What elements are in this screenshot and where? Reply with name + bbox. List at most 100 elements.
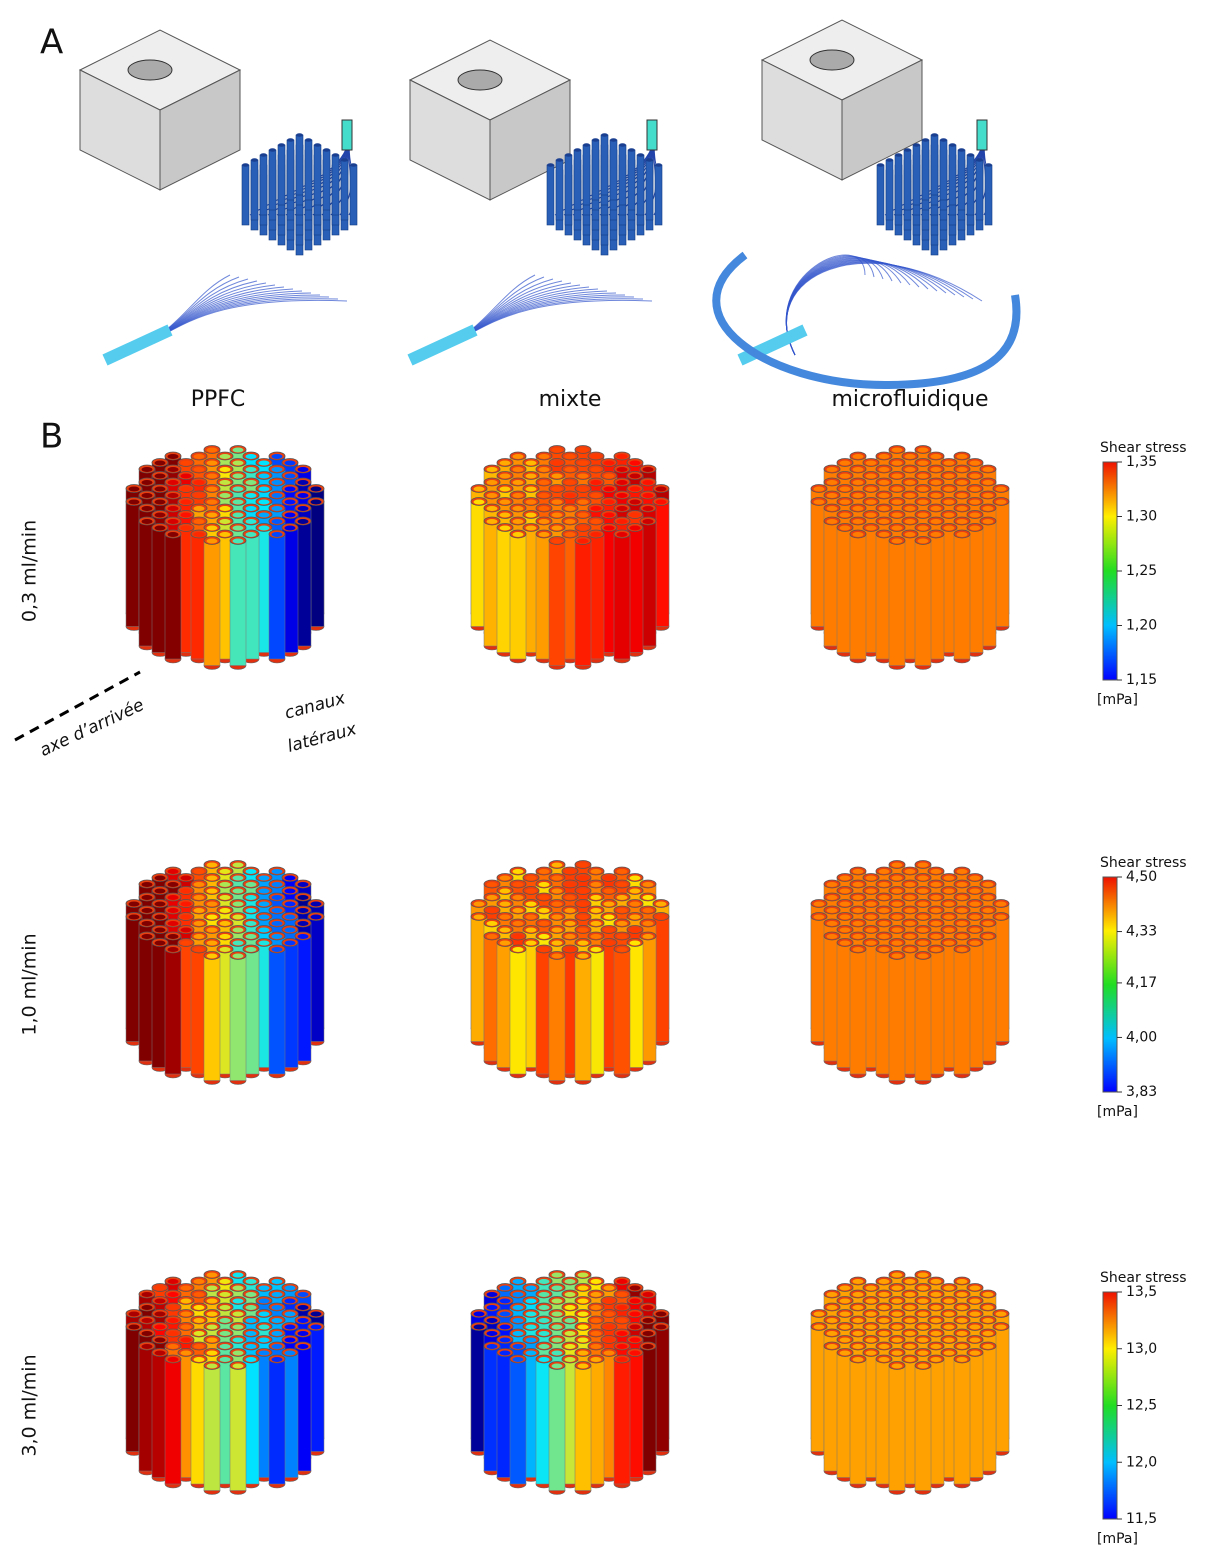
pillar-top-inner bbox=[219, 1292, 231, 1297]
pillar-top-inner bbox=[616, 480, 628, 485]
pillar-top bbox=[985, 163, 992, 167]
pillar-top-inner bbox=[603, 460, 615, 466]
pillar-top bbox=[619, 143, 626, 147]
pillar-top-inner bbox=[271, 493, 283, 498]
pillar-top-inner bbox=[590, 480, 602, 485]
pillar-top-inner bbox=[865, 525, 877, 531]
pillar-top-inner bbox=[167, 1331, 179, 1336]
column-label: microfluidique bbox=[831, 387, 988, 412]
pillar-top-inner bbox=[590, 895, 602, 900]
pillar-top-inner bbox=[878, 869, 890, 874]
pillar-top-inner bbox=[917, 499, 929, 505]
pillar-top-inner bbox=[154, 1324, 166, 1330]
pillar-top-inner bbox=[826, 895, 838, 900]
pillar-top-inner bbox=[813, 486, 825, 492]
pillar-top-inner bbox=[590, 506, 602, 511]
pillar-top-inner bbox=[473, 1311, 485, 1317]
pillar-top-inner bbox=[499, 1324, 511, 1330]
pillar-top-inner bbox=[930, 1279, 942, 1284]
pillar-top-inner bbox=[969, 1311, 981, 1317]
pillar-top-inner bbox=[629, 1285, 641, 1291]
pillar-top-inner bbox=[499, 460, 511, 466]
pillar-top bbox=[556, 158, 563, 162]
pillar bbox=[876, 164, 885, 226]
pillar-top-inner bbox=[577, 1350, 589, 1356]
pillar-top-inner bbox=[499, 1350, 511, 1356]
pillar-top-inner bbox=[865, 914, 877, 920]
pillar-top bbox=[646, 158, 653, 162]
pillar-top-inner bbox=[154, 499, 166, 505]
colorbar-tick-label: 4,17 bbox=[1126, 975, 1157, 991]
outlet bbox=[341, 119, 353, 151]
pillar-top-inner bbox=[525, 914, 537, 920]
pillar-top-inner bbox=[219, 921, 231, 926]
pillar-top-inner bbox=[154, 1298, 166, 1304]
pillar-top-inner bbox=[577, 875, 589, 881]
colorbar-tick-label: 12,5 bbox=[1126, 1398, 1157, 1414]
pillar-top-inner bbox=[258, 525, 270, 531]
pillar-top-inner bbox=[577, 512, 589, 518]
pillar bbox=[268, 149, 277, 211]
outlet bbox=[646, 119, 658, 151]
pillar-top-inner bbox=[232, 1363, 244, 1369]
pillar-top bbox=[574, 148, 581, 152]
pillar-top bbox=[940, 138, 947, 142]
pillar-top-inner bbox=[525, 1324, 537, 1330]
pillar-top-inner bbox=[499, 888, 511, 894]
pillar-top-inner bbox=[564, 1305, 576, 1310]
pillar-top-inner bbox=[512, 467, 524, 472]
pillar-top-inner bbox=[551, 486, 563, 492]
pillar-top-inner bbox=[577, 901, 589, 907]
pillar-top bbox=[976, 158, 983, 162]
pillar-top-inner bbox=[258, 486, 270, 492]
pillar-array bbox=[125, 1270, 325, 1495]
pillar-top-inner bbox=[284, 901, 296, 907]
loop-channel bbox=[712, 251, 1021, 390]
pillar-top-inner bbox=[904, 1279, 916, 1284]
pillar-top-inner bbox=[969, 927, 981, 933]
pillar-top-inner bbox=[917, 486, 929, 492]
pillar-top-inner bbox=[310, 914, 322, 920]
pillar-top-inner bbox=[917, 953, 929, 959]
pillar-top-inner bbox=[258, 927, 270, 933]
pillar-top bbox=[341, 158, 348, 162]
pillar-top-inner bbox=[943, 901, 955, 907]
pillar-top-inner bbox=[297, 467, 309, 472]
pillar-top-inner bbox=[813, 499, 825, 505]
colorbar-unit: [mPa] bbox=[1097, 1104, 1138, 1120]
pillar-top-inner bbox=[538, 519, 550, 524]
pillar-top-inner bbox=[917, 940, 929, 946]
pillar-top-inner bbox=[616, 532, 628, 537]
pillar-top-inner bbox=[878, 1331, 890, 1336]
pillar-top-inner bbox=[564, 1331, 576, 1336]
pillar-top-inner bbox=[839, 927, 851, 933]
pillar-top-inner bbox=[297, 895, 309, 900]
pillar-top-inner bbox=[473, 914, 485, 920]
pillar-top-inner bbox=[564, 1357, 576, 1362]
pillar-top-inner bbox=[904, 454, 916, 459]
colorbar-tick-label: 1,25 bbox=[1126, 563, 1157, 579]
pillar-top-inner bbox=[284, 1311, 296, 1317]
pillar-top-inner bbox=[258, 1337, 270, 1343]
pillar-top-inner bbox=[956, 1357, 968, 1362]
pillar bbox=[548, 1365, 566, 1491]
pillar-top-inner bbox=[930, 493, 942, 498]
pillar-top-inner bbox=[258, 875, 270, 881]
pillar-top-inner bbox=[590, 1344, 602, 1349]
pillar-top-inner bbox=[904, 934, 916, 939]
pillar-top-inner bbox=[551, 460, 563, 466]
colorbar-tick-label: 1,20 bbox=[1126, 618, 1157, 634]
pillar-top-inner bbox=[512, 480, 524, 485]
pillar-top-inner bbox=[154, 512, 166, 518]
pillar-top-inner bbox=[616, 454, 628, 459]
colorbar-tick-label: 12,0 bbox=[1126, 1454, 1157, 1470]
pillar-top-inner bbox=[956, 934, 968, 939]
pillar-top-inner bbox=[128, 486, 140, 492]
pillar-array bbox=[810, 445, 1010, 670]
pillar-top-inner bbox=[167, 934, 179, 939]
pillar-top-inner bbox=[969, 460, 981, 466]
pillar-top-inner bbox=[245, 1279, 257, 1284]
pillar-top-inner bbox=[167, 1318, 179, 1323]
pillar bbox=[574, 1365, 592, 1491]
pillar-top-inner bbox=[904, 519, 916, 524]
